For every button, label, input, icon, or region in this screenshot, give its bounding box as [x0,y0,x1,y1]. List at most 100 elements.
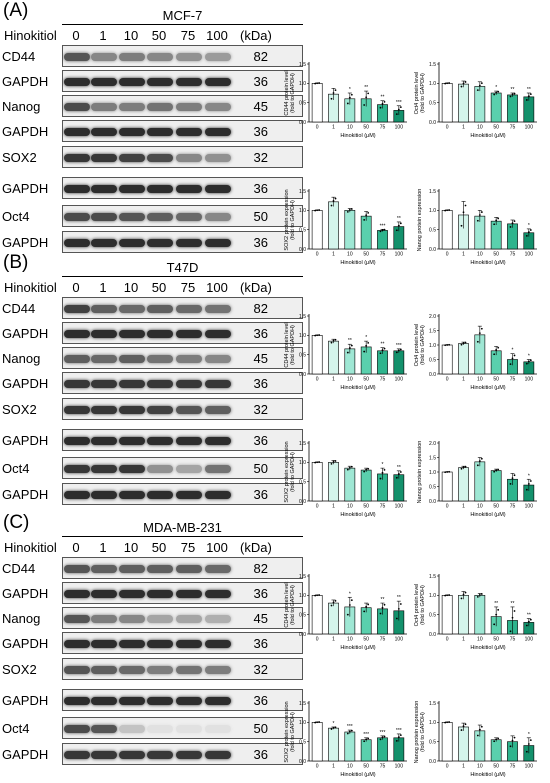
blot-kda: 82 [253,301,268,316]
data-point [365,605,368,608]
blot-protein-label: CD44 [2,49,36,64]
blot-band [176,725,202,733]
data-point [527,231,530,233]
data-point [464,81,467,83]
y-axis-label: Oct4 protein level(fold to GAPDH) [414,72,426,115]
data-point [478,460,481,462]
blot-kda: 50 [253,209,268,224]
data-point [381,606,384,609]
data-point [314,461,317,464]
significance-label: ** [494,601,498,607]
treatment-label: Hinokitiol [4,540,57,555]
blot-band [119,154,145,162]
blot-band [119,751,145,759]
blot-band [205,615,231,623]
blot-band [147,185,173,193]
data-point [493,223,496,226]
blot-band [119,725,145,733]
x-tick-label: 10 [477,252,483,258]
blot-image [62,658,303,680]
data-point [348,466,351,469]
x-tick-label: 0 [316,377,319,383]
bar [474,461,486,502]
blot-band [205,666,231,674]
dose-label: 0 [72,280,80,295]
blot-row: Oct4 50 [0,457,303,481]
x-tick-label: 100 [395,637,404,643]
data-point [444,344,447,347]
blot-image [62,632,303,654]
blot-band [119,590,145,598]
data-point [446,82,449,85]
blot-band [119,213,145,221]
blot-image [62,297,303,319]
data-point [464,723,467,726]
blot-row: GAPDH 36 [0,632,303,656]
blot-kda: 36 [253,747,268,762]
y-tick-label: 0.5 [429,227,436,233]
data-point [332,92,335,94]
bar [490,92,502,123]
bar [458,595,469,635]
blot-band [147,751,173,759]
blot-band [64,128,90,136]
data-point [478,84,481,87]
data-point [348,209,351,211]
x-tick-label: 50 [493,764,499,770]
blot-protein-label: Oct4 [2,209,30,224]
x-tick-label: 75 [380,504,386,510]
blot-image [62,231,303,253]
x-tick-label: 1 [462,125,465,131]
blot-band [176,355,202,363]
data-point [350,208,353,210]
dose-label: 0 [72,28,80,43]
blot-band [205,305,231,313]
blot-band [64,78,90,86]
data-point [509,363,512,366]
y-axis-label: SOX2 protein expression(fold to GAPDH) [284,701,296,762]
data-point [334,726,337,729]
bar [311,210,323,250]
panel-letter: (C) [3,512,30,533]
data-point [381,102,384,105]
bar-chart: Oct4 protein level(fold to GAPDH)0.0 0.5 1… [414,574,537,651]
blot-band [64,437,90,445]
blot-band [147,615,173,623]
significance-label: * [349,87,351,93]
kda-header: (kDa) [240,540,272,555]
blot-kda: 36 [253,487,268,502]
y-tick-label: 1.5 [429,328,436,334]
blot-row: GAPDH 36 [0,483,303,507]
significance-label: * [528,473,530,479]
data-point [495,91,498,94]
data-point [399,106,402,109]
data-point [464,591,467,594]
data-point [346,210,349,213]
data-point [476,340,479,343]
blot-kda: 45 [253,351,268,366]
data-point [365,468,368,471]
data-point [316,334,319,337]
blot-image [62,372,303,394]
blot-band [176,465,202,473]
y-tick-label: 0.5 [299,612,306,618]
data-point [509,95,512,98]
bar [441,471,453,502]
x-tick-label: 100 [525,377,534,383]
significance-label: ** [381,342,385,348]
data-point [448,721,451,723]
blot-band [147,725,173,733]
x-tick-label: 50 [363,377,369,383]
blot-band [147,330,173,338]
bar-chart: SOX2 protein expression(fold to GAPDH)0.… [284,189,407,266]
data-point [529,93,532,96]
data-point [513,474,516,477]
x-tick-label: 75 [510,125,516,131]
blot-protein-label: GAPDH [2,433,49,448]
x-tick-label: 100 [395,504,404,510]
blot-band [119,465,145,473]
blot-band [147,239,173,247]
blot-band [64,53,90,61]
blot-protein-label: Oct4 [2,721,30,736]
blot-band [64,465,90,473]
